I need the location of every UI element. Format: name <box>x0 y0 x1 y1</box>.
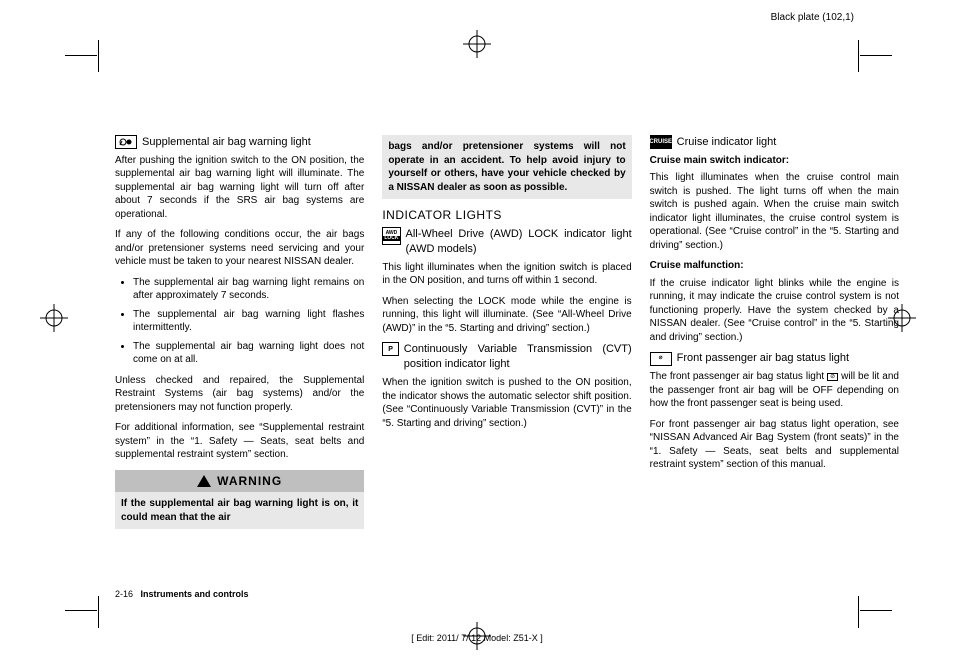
fp-p1: The front passenger air bag status light… <box>650 370 899 411</box>
cruise-sub2: Cruise malfunction: <box>650 259 899 273</box>
cruise-p1: This light illuminates when the cruise c… <box>650 171 899 252</box>
fp-p2: For front passenger air bag status light… <box>650 418 899 472</box>
passenger-airbag-icon: ⊘ <box>650 352 672 366</box>
registration-mark-left <box>40 304 68 332</box>
awd-p2: When selecting the LOCK mode while the e… <box>382 295 631 336</box>
crop-mark <box>860 55 892 56</box>
crop-mark <box>860 610 892 611</box>
column-3: CRUISE Cruise indicator light Cruise mai… <box>650 135 899 529</box>
airbag-p4: For additional information, see “Supplem… <box>115 421 364 462</box>
crop-mark <box>858 40 859 72</box>
crop-mark <box>65 610 97 611</box>
footer-section: Instruments and controls <box>141 589 249 599</box>
footer: 2-16 Instruments and controls <box>115 589 249 599</box>
fp-heading-text: Front passenger air bag status light <box>677 351 849 366</box>
fp-heading: ⊘ Front passenger air bag status light <box>650 351 899 366</box>
edit-metadata: [ Edit: 2011/ 7/ 12 Model: Z51-X ] <box>411 633 542 643</box>
passenger-airbag-inline-icon: ⊘ <box>827 373 838 381</box>
bullet-item: The supplemental air bag warning light r… <box>133 276 364 303</box>
crop-mark <box>858 596 859 628</box>
airbag-p2: If any of the following conditions occur… <box>115 228 364 269</box>
airbag-icon <box>115 135 137 149</box>
column-2: bags and/or pretensioner systems will no… <box>382 135 631 529</box>
awd-heading-text: All-Wheel Drive (AWD) LOCK indicator lig… <box>406 227 632 257</box>
awd-p1: This light illuminates when the ignition… <box>382 261 631 288</box>
cruise-icon: CRUISE <box>650 135 672 149</box>
content-area: Supplemental air bag warning light After… <box>115 135 899 529</box>
bullet-item: The supplemental air bag warning light f… <box>133 308 364 335</box>
page-number: 2-16 <box>115 589 133 599</box>
warning-body: If the supplemental air bag warning ligh… <box>115 492 364 529</box>
cvt-heading-text: Continuously Variable Transmission (CVT)… <box>404 342 632 372</box>
plate-label: Black plate (102,1) <box>771 12 854 23</box>
fp-p1a: The front passenger air bag status light <box>650 371 828 382</box>
bullet-item: The supplemental air bag warning light d… <box>133 340 364 367</box>
registration-mark-top <box>463 30 491 58</box>
cruise-sub1: Cruise main switch indicator: <box>650 154 899 168</box>
cvt-heading: P Continuously Variable Transmission (CV… <box>382 342 631 372</box>
crop-mark <box>98 40 99 72</box>
airbag-heading: Supplemental air bag warning light <box>115 135 364 150</box>
airbag-bullets: The supplemental air bag warning light r… <box>115 276 364 367</box>
crop-mark <box>65 55 97 56</box>
warning-body-cont: bags and/or pretensioner systems will no… <box>382 135 631 199</box>
cruise-heading-text: Cruise indicator light <box>677 135 777 150</box>
crop-mark <box>98 596 99 628</box>
airbag-heading-text: Supplemental air bag warning light <box>142 135 311 150</box>
cruise-p2: If the cruise indicator light blinks whi… <box>650 277 899 345</box>
cvt-p1: When the ignition switch is pushed to th… <box>382 376 631 430</box>
cvt-icon: P <box>382 342 398 356</box>
indicator-lights-title: INDICATOR LIGHTS <box>382 207 631 223</box>
cruise-heading: CRUISE Cruise indicator light <box>650 135 899 150</box>
column-1: Supplemental air bag warning light After… <box>115 135 364 529</box>
airbag-p3: Unless checked and repaired, the Supplem… <box>115 374 364 415</box>
warning-banner: WARNING <box>115 470 364 492</box>
awd-heading: AWDLOCK All-Wheel Drive (AWD) LOCK indic… <box>382 227 631 257</box>
warning-label: WARNING <box>217 473 282 489</box>
warning-triangle-icon <box>197 475 211 487</box>
awd-lock-icon: AWDLOCK <box>382 227 400 245</box>
airbag-p1: After pushing the ignition switch to the… <box>115 154 364 222</box>
